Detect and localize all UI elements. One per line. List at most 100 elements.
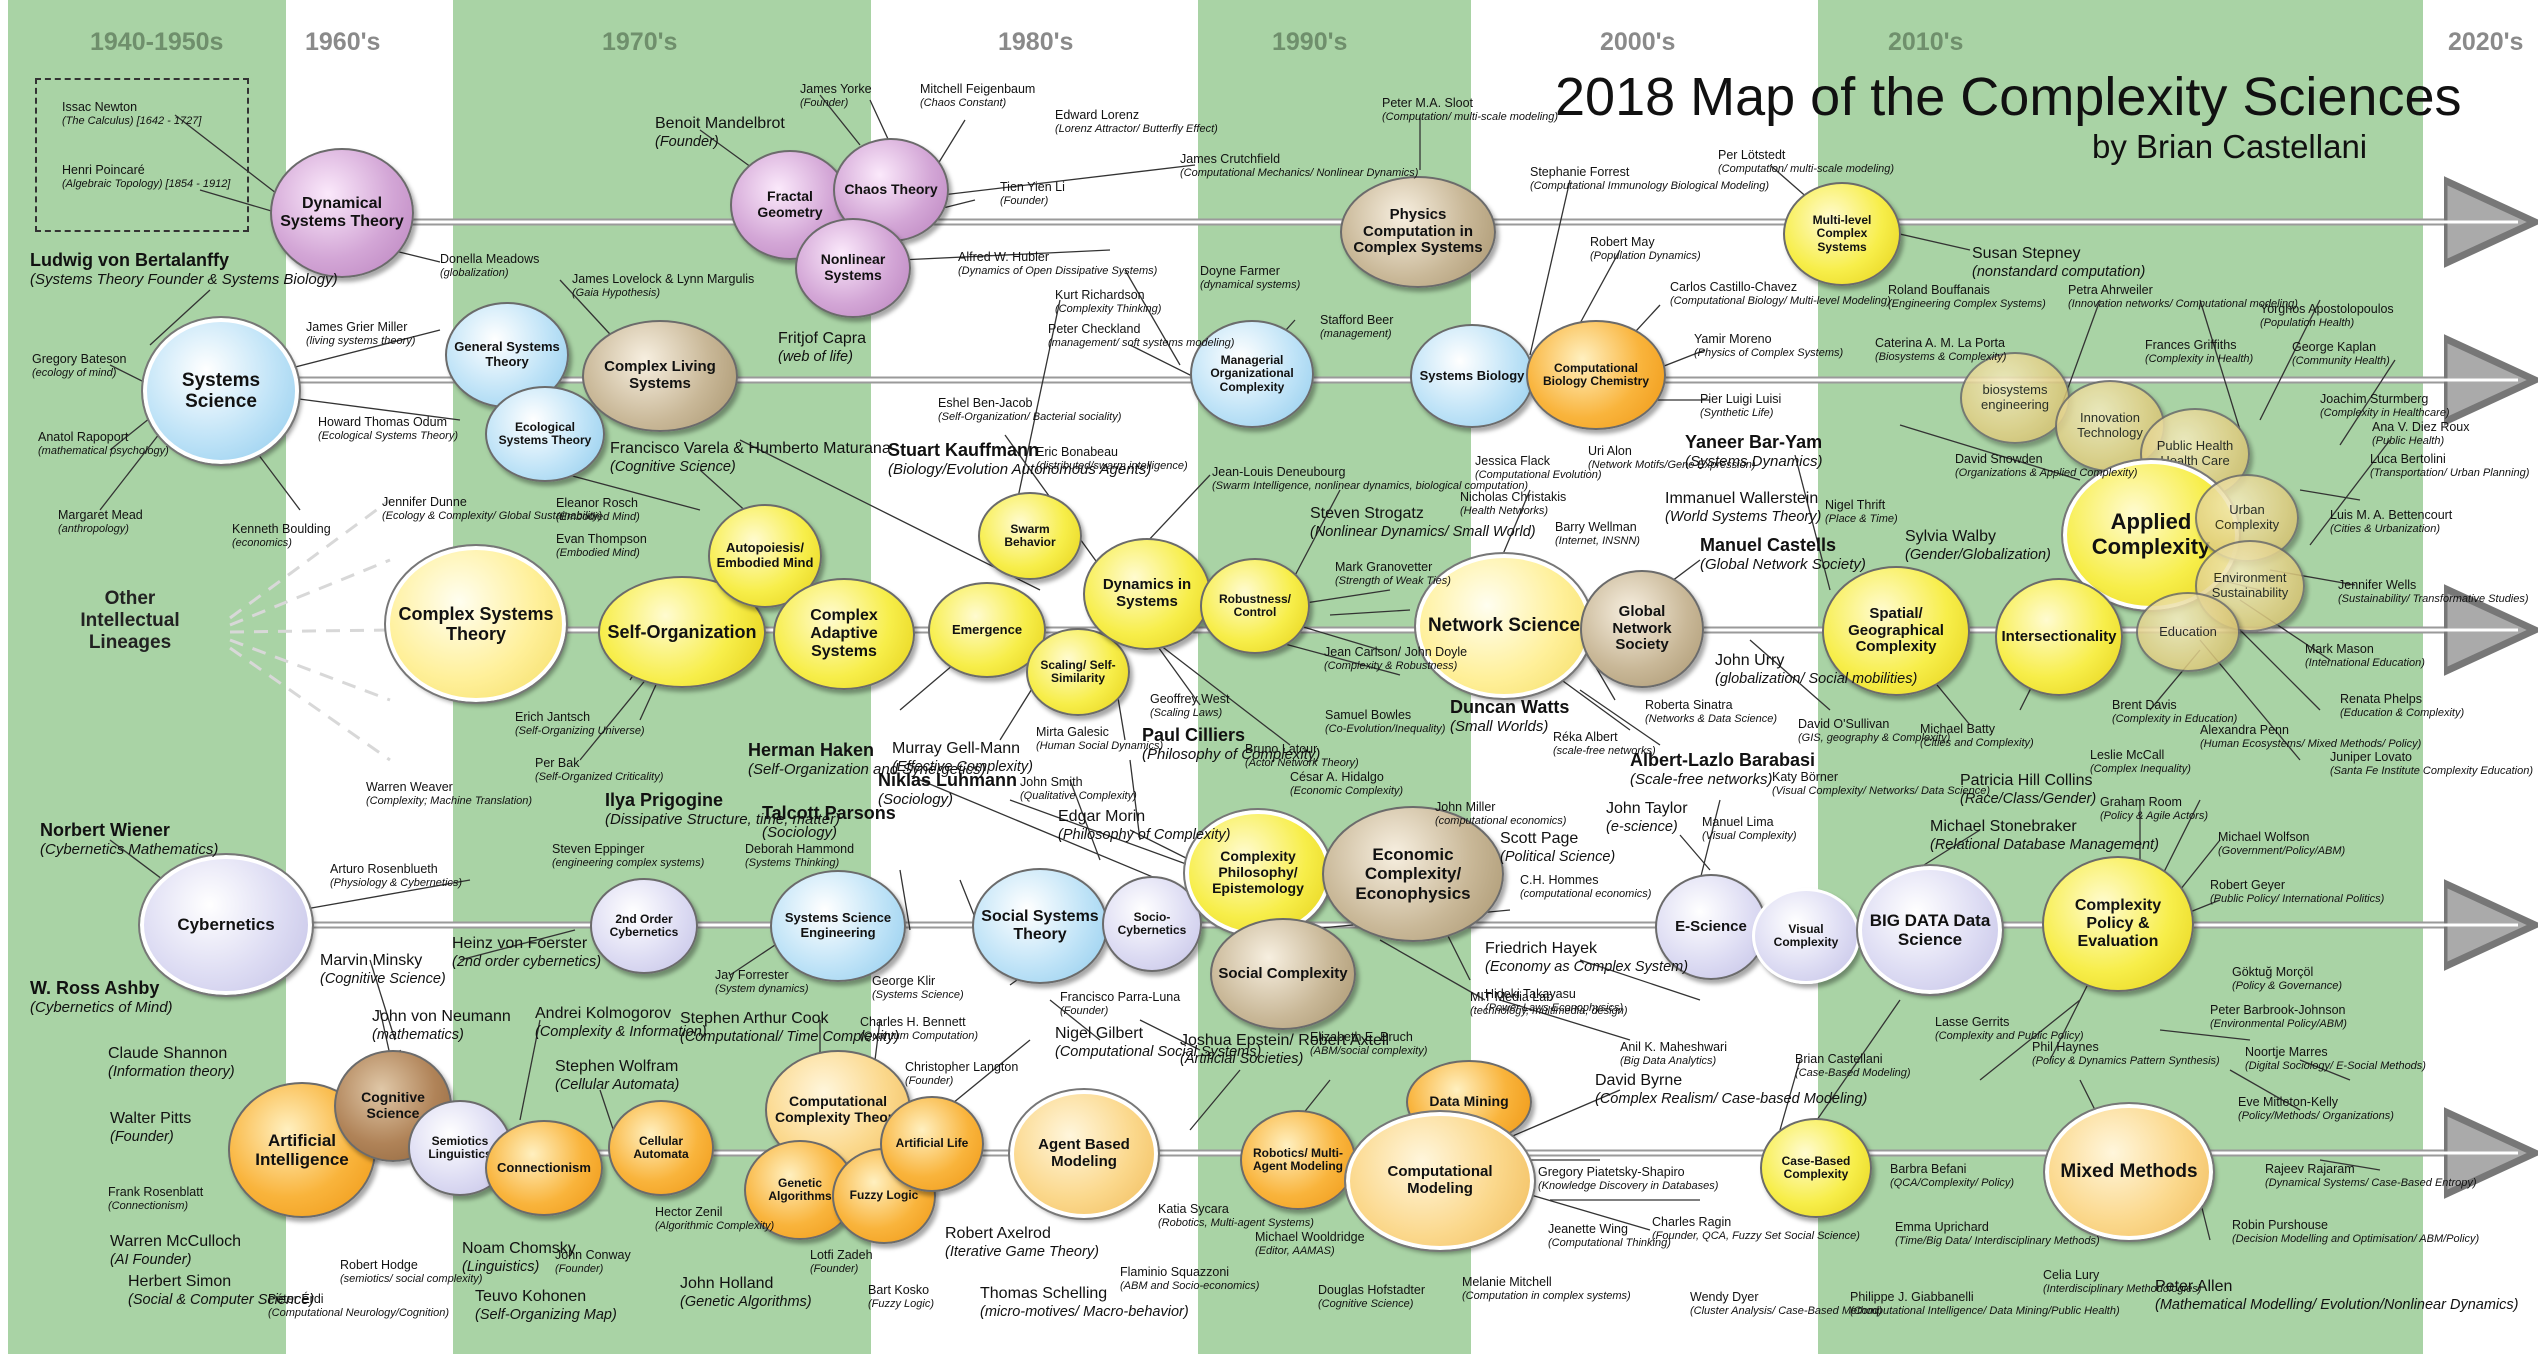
person-description: (Founder): [1060, 1004, 1109, 1017]
person-description: (Population Dynamics): [1590, 249, 1701, 262]
person-description: (Co-Evolution/Inequality): [1325, 722, 1446, 735]
person-description: (Innovation networks/ Computational mode…: [2068, 297, 2298, 310]
person-name: James Grier Miller: [306, 320, 408, 334]
other-lineages-label: Other Intellectual Lineages: [80, 588, 180, 653]
person-name: Eric Bonabeau: [1036, 445, 1119, 459]
node-managerial-complexity[interactable]: Managerial Organizational Complexity: [1190, 320, 1314, 428]
person-description: (Computational Biology/ Multi-level Mode…: [1670, 294, 1891, 307]
node-social-complexity[interactable]: Social Complexity: [1210, 918, 1356, 1030]
person-forrest: Stephanie Forrest (Computational Immunolo…: [1530, 165, 1769, 193]
person-galesic: Mirta Galesic (Human Social Dynamics): [1036, 725, 1163, 753]
person-zenil: Hector Zenil (Algorithmic Complexity): [655, 1205, 774, 1233]
person-name: Manuel Lima: [1702, 815, 1774, 829]
person-name: Brent Davis: [2112, 698, 2177, 712]
node-spatial-complexity[interactable]: Spatial/ Geographical Complexity: [1822, 566, 1970, 696]
node-e-science[interactable]: E-Science: [1655, 874, 1767, 980]
person-name: Réka Albert: [1553, 730, 1618, 744]
node-education[interactable]: Education: [2136, 592, 2240, 672]
person-bertalanffy: Ludwig von Bertalanffy (Systems Theory Fo…: [30, 250, 338, 289]
node-social-systems-theory[interactable]: Social Systems Theory: [972, 868, 1108, 984]
node-dynamics-in-systems[interactable]: Dynamics in Systems: [1083, 538, 1211, 650]
node-case-based-complexity[interactable]: Case-Based Complexity: [1760, 1118, 1872, 1218]
node-agent-based-modeling[interactable]: Agent Based Modeling: [1008, 1088, 1160, 1220]
node-swarm-behavior[interactable]: Swarm Behavior: [978, 492, 1082, 580]
node-network-science[interactable]: Network Science: [1414, 552, 1594, 700]
node-economic-complexity[interactable]: Economic Complexity/ Econophysics: [1322, 806, 1504, 942]
node-computational-complexity-theory[interactable]: Computational Complexity Theory: [765, 1050, 911, 1170]
person-name: Andrei Kolmogorov: [535, 1005, 672, 1022]
person-mccall: Leslie McCall (Complex Inequality): [2090, 748, 2191, 776]
person-name: Christopher Langton: [905, 1060, 1019, 1074]
node-robotics-multi-agent[interactable]: Robotics/ Multi-Agent Modeling: [1240, 1110, 1356, 1210]
person-rapoport: Anatol Rapoport (mathematical psychology): [38, 430, 169, 458]
person-name: Niklas Luhmann: [878, 770, 1018, 790]
person-sycara: Katia Sycara (Robotics, Multi-agent Syste…: [1158, 1202, 1314, 1230]
node-physics-computation[interactable]: Physics Computation in Complex Systems: [1340, 176, 1496, 288]
person-description: (QCA/Complexity/ Policy): [1890, 1176, 2015, 1189]
person-name: Mitchell Feigenbaum: [920, 82, 1036, 96]
person-sturmberg: Joachim Sturmberg (Complexity in Healthca…: [2320, 392, 2450, 420]
person-description: (Complexity Thinking): [1055, 302, 1162, 315]
node-socio-cybernetics[interactable]: Socio-Cybernetics: [1102, 876, 1202, 972]
person-description: (Mathematical Modelling/ Evolution/Nonli…: [2155, 1296, 2519, 1313]
node-connectionism[interactable]: Connectionism: [485, 1120, 603, 1216]
person-name: Yorghos Apostolopoulos: [2260, 302, 2394, 316]
node-systems-science[interactable]: Systems Science: [141, 316, 301, 466]
person-description: (distributed/swarm intelligence): [1036, 459, 1188, 472]
person-description: (Public Health): [2372, 434, 2445, 447]
node-computational-biology[interactable]: Computational Biology Chemistry: [1526, 320, 1666, 430]
person-name: John Urry: [1715, 652, 1785, 669]
person-name: Patricia Hill Collins: [1960, 772, 2093, 789]
person-name: Immanuel Wallerstein: [1665, 490, 1819, 507]
node-dynamical-systems[interactable]: Dynamical Systems Theory: [270, 148, 414, 278]
node-2nd-order-cybernetics[interactable]: 2nd Order Cybernetics: [590, 878, 698, 974]
person-richardson: Kurt Richardson (Complexity Thinking): [1055, 288, 1161, 316]
node-complexity-policy[interactable]: Complexity Policy & Evaluation: [2042, 856, 2194, 992]
person-axelrod: Robert Axelrod (Iterative Game Theory): [945, 1225, 1099, 1261]
node-computational-modeling[interactable]: Computational Modeling: [1344, 1110, 1536, 1252]
node-artificial-life[interactable]: Artificial Life: [880, 1096, 984, 1192]
person-description: (Connectionism): [108, 1199, 189, 1212]
node-ecological-systems[interactable]: Ecological Systems Theory: [485, 386, 605, 482]
node-cybernetics[interactable]: Cybernetics: [138, 853, 314, 997]
person-benjacob: Eshel Ben-Jacob (Self-Organization/ Bacte…: [938, 396, 1121, 424]
person-name: Howard Thomas Odum: [318, 415, 447, 429]
node-nonlinear-systems[interactable]: Nonlinear Systems: [795, 218, 911, 318]
person-rosenblatt: Frank Rosenblatt (Connectionism): [108, 1185, 203, 1213]
person-bateson: Gregory Bateson (ecology of mind): [32, 352, 127, 380]
node-mixed-methods[interactable]: Mixed Methods: [2043, 1102, 2215, 1242]
node-cellular-automata[interactable]: Cellular Automata: [608, 1100, 714, 1196]
person-newton: Issac Newton (The Calculus) [1642 - 1727]: [62, 100, 201, 128]
person-smith: John Smith (Qualitative Complexity): [1020, 775, 1137, 803]
person-name: Jean Carlson/ John Doyle: [1324, 645, 1468, 659]
person-description: (GIS, geography & Complexity): [1798, 731, 1951, 744]
person-erdi: Péter Érdi (Computational Neurology/Cogni…: [268, 1292, 449, 1320]
node-complex-living[interactable]: Complex Living Systems: [582, 320, 738, 432]
node-biosystems-engineering[interactable]: biosystems engineering: [1960, 352, 2070, 444]
node-scaling[interactable]: Scaling/ Self-Similarity: [1026, 628, 1130, 716]
page-title: 2018 Map of the Complexity Sciences: [1555, 67, 2462, 127]
node-genetic-algorithms[interactable]: Genetic Algorithms: [744, 1140, 856, 1240]
node-multilevel-systems[interactable]: Multi-level Complex Systems: [1783, 182, 1901, 286]
person-name: David O'Sullivan: [1798, 717, 1890, 731]
person-haynes: Phil Haynes (Policy & Dynamics Pattern Sy…: [2032, 1040, 2220, 1068]
person-name: Sylvia Walby: [1905, 528, 1996, 545]
person-description: (Philosophy of Complexity): [1142, 746, 1321, 764]
node-intersectionality[interactable]: Intersectionality: [1995, 578, 2123, 696]
person-holland: John Holland (Genetic Algorithms): [680, 1275, 812, 1311]
node-systems-science-engineering[interactable]: Systems Science Engineering: [770, 870, 906, 982]
person-name: Robert Geyer: [2210, 878, 2286, 892]
node-complex-adaptive-systems[interactable]: Complex Adaptive Systems: [773, 578, 915, 690]
node-big-data[interactable]: BIG DATA Data Science: [1856, 864, 2004, 996]
person-kohonen: Teuvo Kohonen (Self-Organizing Map): [475, 1288, 617, 1324]
node-systems-biology[interactable]: Systems Biology: [1410, 324, 1534, 428]
person-bak: Per Bak (Self-Organized Criticality): [535, 756, 663, 784]
person-bettencourt: Luis M. A. Bettencourt (Cities & Urbaniza…: [2330, 508, 2452, 536]
person-description: (World Systems Theory): [1665, 508, 1822, 525]
person-description: (technology, multimedia, design): [1470, 1004, 1628, 1017]
node-visual-complexity[interactable]: Visual Complexity: [1752, 888, 1860, 984]
node-global-network-society[interactable]: Global Network Society: [1580, 570, 1704, 688]
node-complex-systems-theory[interactable]: Complex Systems Theory: [384, 544, 568, 704]
person-name: Robert May: [1590, 235, 1655, 249]
node-robustness-control[interactable]: Robustness/ Control: [1200, 558, 1310, 654]
